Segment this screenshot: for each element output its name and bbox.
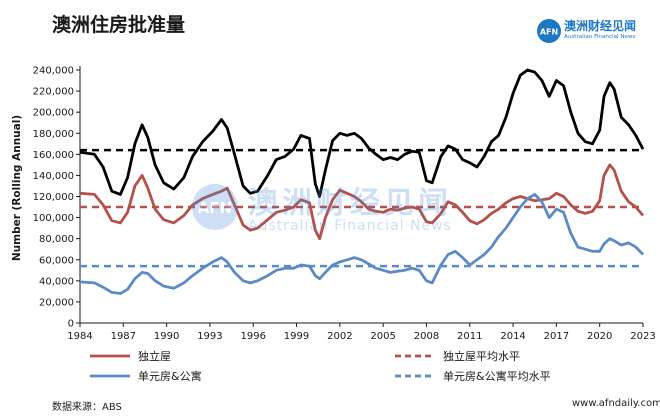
x-tick-label: 1990 — [154, 331, 179, 342]
legend-label: 单元房&公寓 — [138, 369, 202, 383]
total-approvals-line — [79, 68, 645, 198]
legend-label: 单元房&公寓平均水平 — [443, 369, 551, 383]
x-tick-label: 1999 — [284, 331, 309, 342]
logo-subtitle: Australian Financial News — [564, 34, 636, 40]
legend-label: 独立屋 — [138, 349, 171, 363]
x-tick-label: 2011 — [457, 331, 482, 342]
data-source: 数据来源：ABS — [52, 402, 122, 413]
x-tick-label: 2008 — [414, 331, 439, 342]
y-tick-label: 0 — [68, 319, 74, 330]
y-tick-label: 220,000 — [33, 87, 74, 98]
y-tick-label: 80,000 — [39, 234, 74, 245]
x-tick-label: 1993 — [197, 331, 222, 342]
chart-title: 澳洲住房批准量 — [52, 14, 186, 36]
y-tick-label: 180,000 — [33, 129, 74, 140]
x-tick-label: 1996 — [241, 331, 266, 342]
y-tick-label: 200,000 — [33, 108, 74, 119]
x-tick-label: 1984 — [67, 331, 92, 342]
y-tick-label: 20,000 — [39, 297, 74, 308]
x-tick-label: 2005 — [370, 331, 395, 342]
x-tick-label: 2002 — [327, 331, 352, 342]
x-tick-label: 2023 — [630, 331, 655, 342]
x-tick-label: 2017 — [544, 331, 569, 342]
website-link[interactable]: www.afndaily.com — [572, 398, 660, 409]
y-axis-label: Number (Rolling Annual) — [11, 115, 23, 261]
y-tick-label: 140,000 — [33, 171, 74, 182]
svg-text:AFN: AFN — [540, 28, 558, 37]
y-tick-label: 160,000 — [33, 150, 74, 161]
logo-name: 澳洲财经见闻 — [564, 19, 637, 33]
y-tick-label: 100,000 — [33, 213, 74, 224]
chart-axes: 0 20,000 40,000 60,000 80,000 100,000 120,000 1… — [33, 66, 656, 343]
y-tick-label: 40,000 — [39, 276, 74, 287]
x-tick-label: 2020 — [587, 331, 612, 342]
y-tick-label: 240,000 — [33, 66, 74, 77]
units-line — [79, 192, 645, 295]
legend-label: 独立屋平均水平 — [443, 349, 520, 363]
x-tick-label: 2014 — [500, 331, 525, 342]
x-tick-label: 1987 — [111, 331, 136, 342]
chart-series — [79, 68, 645, 295]
y-tick-label: 120,000 — [33, 192, 74, 203]
brand-logo: AFN 澳洲财经见闻 Australian Financial News — [536, 16, 654, 46]
afn-logo-icon: AFN — [537, 19, 561, 43]
y-tick-label: 60,000 — [39, 255, 74, 266]
houses-line — [79, 163, 645, 241]
